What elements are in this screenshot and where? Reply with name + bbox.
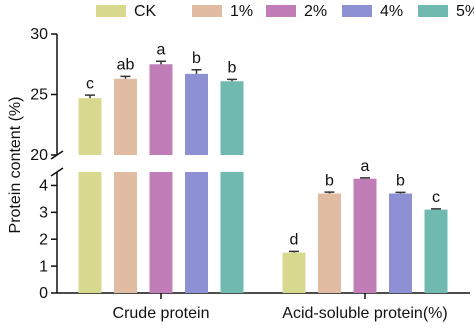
bar (282, 252, 306, 293)
y-tick-label: 4 (39, 178, 48, 195)
bar (114, 78, 137, 294)
significance-letter: c (432, 189, 440, 206)
legend-label: 2% (304, 3, 327, 20)
error-bar (191, 68, 202, 74)
legend-swatch (418, 5, 448, 17)
significance-letter: d (290, 232, 299, 249)
x-tick-label: Acid-soluble protein(%) (282, 305, 447, 322)
error-bar (289, 250, 299, 253)
y-tick-label: 3 (39, 205, 48, 222)
error-bar (156, 60, 166, 65)
error-bar (395, 191, 406, 194)
bar (389, 193, 412, 293)
bar (149, 64, 173, 293)
significance-letter: a (157, 41, 166, 58)
y-axis-title: Protein content (%) (7, 97, 24, 234)
y-tick-label: 25 (30, 87, 48, 104)
error-bar (120, 75, 131, 79)
bar (78, 98, 102, 293)
bar (185, 73, 208, 294)
error-bar (227, 78, 237, 82)
bar (353, 178, 377, 293)
y-tick-label: 30 (30, 26, 48, 43)
y-tick-label: 20 (30, 147, 48, 164)
error-bar (360, 177, 370, 179)
legend-label: 4% (380, 3, 403, 20)
legend-swatch (192, 5, 222, 17)
error-bar (431, 208, 441, 210)
significance-letter: c (86, 75, 94, 92)
legend-swatch (342, 5, 372, 17)
significance-letter: b (325, 172, 334, 189)
legend-label: CK (134, 3, 157, 20)
legend-label: 1% (230, 3, 253, 20)
error-bar (324, 191, 335, 194)
significance-letter: b (192, 50, 201, 67)
significance-letter: b (228, 60, 237, 77)
error-bar (85, 94, 95, 99)
y-tick-label: 0 (39, 285, 48, 302)
bar (318, 193, 341, 293)
x-tick-label: Crude protein (113, 305, 210, 322)
bar (424, 209, 448, 293)
y-tick-label: 1 (39, 258, 48, 275)
legend-swatch (266, 5, 296, 17)
significance-letter: ab (117, 57, 135, 74)
legend-label: 5% (456, 3, 474, 20)
significance-letter: b (396, 173, 405, 190)
bar (220, 81, 244, 293)
y-tick-label: 2 (39, 231, 48, 248)
legend-swatch (96, 5, 126, 17)
significance-letter: a (361, 158, 370, 175)
